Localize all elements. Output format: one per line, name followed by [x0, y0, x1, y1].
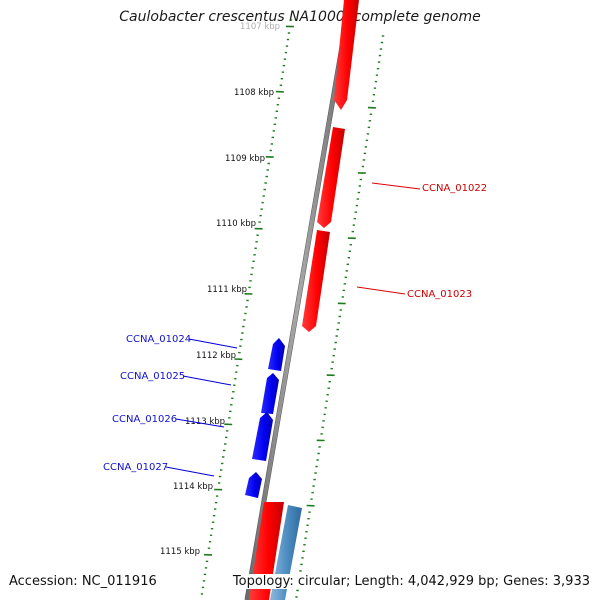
gene-ccna-01022[interactable] — [317, 127, 345, 228]
label-ccna-01023[interactable]: CCNA_01023 — [407, 289, 472, 300]
gene-ccna-01023[interactable] — [302, 230, 330, 332]
gene-labels: CCNA_01022 CCNA_01023 CCNA_01024 CCNA_01… — [103, 183, 487, 473]
label-ccna-01024[interactable]: CCNA_01024 — [126, 334, 191, 345]
gene-ccna-01027[interactable] — [245, 472, 262, 498]
tick-label-1111: 1111 kbp — [207, 285, 247, 295]
gene-ccna-01026[interactable] — [252, 412, 273, 461]
tick-label-1115: 1115 kbp — [160, 547, 200, 557]
label-ccna-01025[interactable]: CCNA_01025 — [120, 371, 185, 382]
leader-ccna-01026 — [175, 418, 225, 428]
leader-ccna-01023 — [356, 286, 406, 295]
leader-ccna-01027 — [165, 466, 215, 477]
label-ccna-01022[interactable]: CCNA_01022 — [422, 183, 487, 194]
gene-red-top[interactable] — [334, 0, 359, 110]
leader-ccna-01022 — [371, 182, 421, 190]
leader-ccna-01024 — [188, 338, 238, 349]
tick-label-1108: 1108 kbp — [234, 88, 274, 98]
leader-ccna-01025 — [182, 375, 232, 386]
backbone-line — [245, 0, 352, 600]
tick-label-1110: 1110 kbp — [216, 219, 256, 229]
tick-labels: 1107 kbp 1108 kbp 1109 kbp 1110 kbp 1111… — [160, 22, 280, 557]
label-ccna-01026[interactable]: CCNA_01026 — [112, 414, 177, 425]
label-ccna-01027[interactable]: CCNA_01027 — [103, 462, 168, 473]
tick-label-1113: 1113 kbp — [185, 417, 225, 427]
tick-label-1112: 1112 kbp — [196, 351, 236, 361]
tick-label-1107: 1107 kbp — [240, 22, 280, 32]
tick-label-1109: 1109 kbp — [225, 154, 265, 164]
accession-text: Accession: NC_011916 — [9, 574, 157, 589]
gene-label-leaders — [165, 182, 421, 477]
tick-rail-outer — [295, 35, 385, 598]
map-title: Caulobacter crescentus NA1000, complete … — [119, 9, 481, 25]
topology-text: Topology: circular; Length: 4,042,929 bp… — [230, 574, 590, 589]
tick-label-1114: 1114 kbp — [173, 482, 213, 492]
gene-ccna-01025[interactable] — [261, 373, 279, 414]
gene-ccna-01024[interactable] — [268, 338, 285, 371]
tick-rail-inner — [200, 19, 294, 595]
